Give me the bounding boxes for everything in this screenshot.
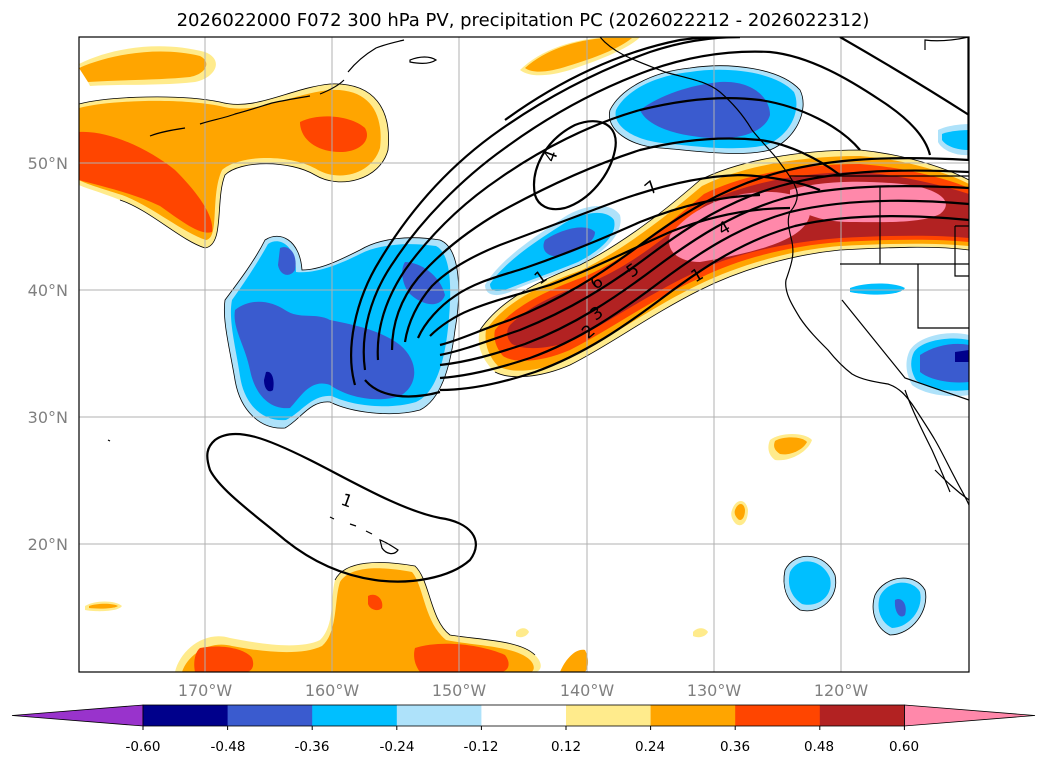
precip-positive-area — [516, 628, 529, 638]
colorbar — [11, 704, 1036, 730]
colorbar-tick-label: -0.36 — [295, 739, 330, 755]
lon-tick-label: 130°W — [687, 681, 742, 700]
lon-tick-labels: 170°W 160°W 150°W 140°W 130°W 120°W — [178, 681, 869, 700]
precip-negative-area — [264, 371, 274, 392]
precip-outline-layer — [79, 65, 969, 656]
precip-positive-area — [734, 504, 745, 520]
colorbar-bin — [143, 705, 229, 726]
lon-tick-label: 140°W — [560, 681, 615, 700]
precip-positive-area — [774, 437, 807, 455]
precip-positive-area — [368, 594, 383, 611]
precip-positive-area — [414, 643, 509, 672]
colorbar-bin — [481, 705, 567, 726]
figure-title: 2026022000 F072 300 hPa PV, precipitatio… — [177, 10, 870, 31]
precip-positive-area — [79, 131, 213, 233]
precip-positive-area — [300, 116, 368, 152]
precip-negative-area — [788, 561, 831, 605]
lat-tick-label: 50°N — [28, 154, 68, 173]
lon-tick-label: 170°W — [178, 681, 233, 700]
colorbar-bin — [396, 705, 482, 726]
colorbar-extend-low — [11, 704, 144, 727]
precip-negative-area — [955, 350, 969, 362]
colorbar-tick-label: 0.24 — [635, 739, 665, 755]
colorbar-tick-label: -0.48 — [211, 739, 246, 755]
colorbar-tick-label: 0.36 — [720, 739, 750, 755]
precip-positive-area — [194, 646, 254, 672]
lon-tick-label: 160°W — [305, 681, 360, 700]
map-frame — [78, 36, 970, 673]
precip-negative-area — [278, 247, 296, 275]
precip-positive-area — [79, 51, 207, 82]
colorbar-tick-label: -0.12 — [464, 739, 499, 755]
colorbar-tick-label: 0.12 — [551, 739, 581, 755]
colorbar-bin — [566, 705, 652, 726]
precip-negative-area — [543, 227, 595, 257]
map-axes: 4 7 4 1 6 5 3 2 1 1 — [78, 36, 970, 673]
colorbar-bin — [312, 705, 398, 726]
colorbar-bin — [735, 705, 821, 726]
colorbar-bin — [227, 705, 313, 726]
pv-contours — [206, 37, 969, 583]
precip-negative-area — [402, 262, 445, 305]
colorbar-tick-label: 0.60 — [889, 739, 919, 755]
precip-positive-area — [89, 603, 118, 609]
colorbar-bin — [650, 705, 736, 726]
precip-negative-area — [640, 81, 770, 139]
lat-tick-labels: 50°N 40°N 30°N 20°N — [28, 154, 68, 554]
precip-fill-layer — [79, 37, 969, 672]
precip-negative-area — [894, 599, 906, 617]
precip-negative-area — [942, 130, 969, 150]
lon-tick-label: 150°W — [432, 681, 487, 700]
coastlines — [107, 37, 969, 555]
colorbar-tick-label: -0.24 — [380, 739, 415, 755]
precip-positive-area — [525, 38, 632, 72]
precip-negative-area — [234, 301, 415, 409]
lon-tick-label: 120°W — [814, 681, 869, 700]
colorbar-frame — [142, 704, 905, 727]
colorbar-tick-label: 0.48 — [804, 739, 834, 755]
colorbar-bin — [819, 705, 905, 726]
lat-tick-label: 40°N — [28, 281, 68, 300]
precip-negative-area — [850, 283, 905, 295]
precip-positive-area — [693, 628, 708, 638]
lat-tick-label: 30°N — [28, 408, 68, 427]
lat-tick-label: 20°N — [28, 535, 68, 554]
colorbar-tick-label: -0.60 — [126, 739, 161, 755]
colorbar-tick-labels: -0.60 -0.48 -0.36 -0.24 -0.12 0.12 0.24 … — [126, 739, 920, 755]
colorbar-extend-high — [904, 704, 1036, 727]
precip-positive-area — [560, 649, 589, 672]
